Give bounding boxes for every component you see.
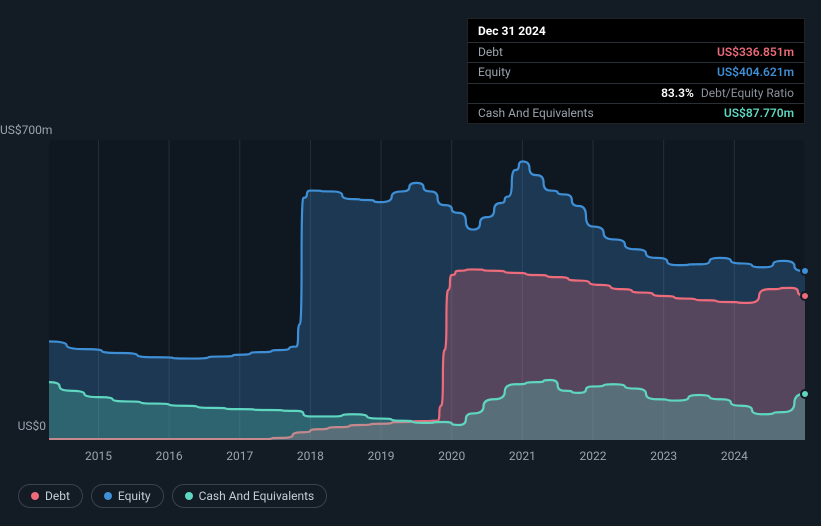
- y-axis-label-min: US$0: [0, 419, 46, 433]
- x-axis-tick-label: 2024: [721, 449, 748, 463]
- legend: Debt Equity Cash And Equivalents: [18, 484, 327, 508]
- tooltip-row-label: Debt: [478, 46, 503, 59]
- equity-legend-dot: [104, 492, 112, 500]
- legend-item-cash[interactable]: Cash And Equivalents: [172, 484, 328, 508]
- chart-svg: [49, 140, 805, 440]
- debt-end-marker: [800, 291, 810, 301]
- tooltip-row-value: US$336.851m: [717, 46, 794, 59]
- legend-item-label: Debt: [45, 489, 70, 503]
- tooltip-row-cash: Cash And Equivalents US$87.770m: [468, 103, 804, 123]
- x-axis-tick-label: 2022: [580, 449, 607, 463]
- x-axis-tick-label: 2021: [509, 449, 536, 463]
- tooltip-row-value: 83.3% Debt/Equity Ratio: [661, 87, 794, 100]
- tooltip-row-debt: Debt US$336.851m: [468, 42, 804, 62]
- legend-item-label: Cash And Equivalents: [199, 489, 315, 503]
- y-axis-label-max: US$700m: [0, 123, 46, 137]
- cash-end-marker: [800, 389, 810, 399]
- debt-equity-chart: US$700m US$0 2015 2016 2017 2018 2019 2020 202…: [0, 0, 821, 526]
- x-axis-tick-label: 2020: [438, 449, 465, 463]
- legend-item-label: Equity: [118, 489, 151, 503]
- tooltip-row-value: US$404.621m: [717, 66, 794, 79]
- legend-item-debt[interactable]: Debt: [18, 484, 83, 508]
- tooltip-row-label: Cash And Equivalents: [478, 107, 594, 120]
- x-axis-tick-label: 2018: [297, 449, 324, 463]
- tooltip-date: Dec 31 2024: [468, 19, 804, 42]
- cash-legend-dot: [185, 492, 193, 500]
- tooltip-row-value: US$87.770m: [724, 107, 794, 120]
- tooltip-row-label: Equity: [478, 66, 511, 79]
- hover-tooltip: Dec 31 2024 Debt US$336.851m Equity US$404.…: [467, 18, 805, 124]
- equity-end-marker: [800, 266, 810, 276]
- tooltip-row-equity: Equity US$404.621m: [468, 62, 804, 82]
- x-axis-tick-label: 2023: [650, 449, 677, 463]
- plot-area[interactable]: [49, 140, 805, 440]
- x-axis-tick-label: 2019: [368, 449, 395, 463]
- x-axis-tick-label: 2015: [85, 449, 112, 463]
- tooltip-row-suffix: Debt/Equity Ratio: [698, 86, 794, 100]
- debt-legend-dot: [31, 492, 39, 500]
- tooltip-row-ratio: 83.3% Debt/Equity Ratio: [468, 83, 804, 103]
- x-axis-tick-label: 2017: [226, 449, 253, 463]
- legend-item-equity[interactable]: Equity: [91, 484, 164, 508]
- x-axis-tick-label: 2016: [156, 449, 183, 463]
